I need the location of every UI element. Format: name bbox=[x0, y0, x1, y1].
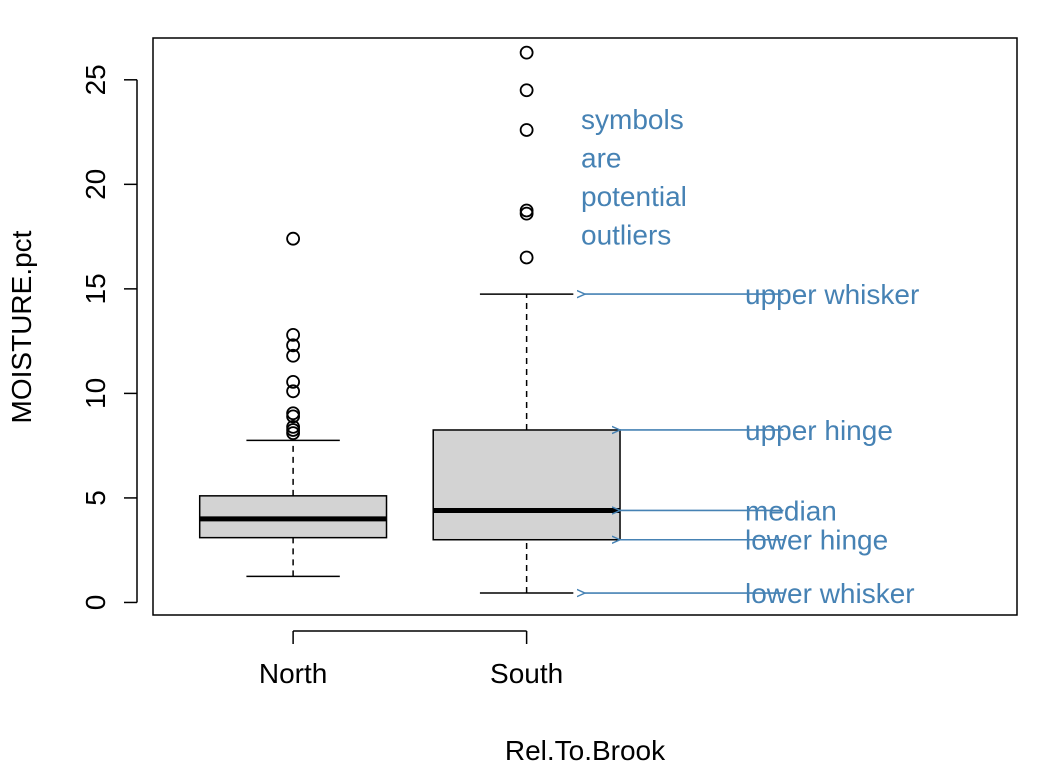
outlier-point bbox=[519, 83, 534, 98]
y-tick-label: 25 bbox=[80, 64, 111, 95]
outlier-point bbox=[286, 406, 301, 421]
boxes bbox=[198, 45, 621, 594]
outlier-point bbox=[286, 384, 301, 399]
y-axis: 0 5 10 15 20 25 bbox=[80, 64, 138, 611]
annotation-label: median bbox=[745, 495, 837, 526]
annotation-label: lower hinge bbox=[745, 525, 888, 556]
plot-frame bbox=[152, 37, 1018, 616]
outlier-point bbox=[286, 327, 301, 342]
y-tick-label: 5 bbox=[80, 490, 111, 506]
box-body bbox=[432, 429, 621, 541]
annotation-label: upper hinge bbox=[745, 415, 893, 446]
outlier-point bbox=[519, 123, 534, 137]
outlier-point bbox=[519, 45, 534, 60]
outlier-point bbox=[519, 203, 534, 218]
outlier-note-line: symbols bbox=[581, 104, 684, 135]
x-axis: North South bbox=[259, 630, 563, 689]
y-axis-title: MOISTURE.pct bbox=[6, 230, 37, 423]
annotation-label: lower whisker bbox=[745, 578, 915, 609]
y-tick-label: 0 bbox=[80, 595, 111, 611]
x-tick-label: South bbox=[490, 658, 563, 689]
outlier-note-line: outliers bbox=[581, 220, 671, 251]
outlier-note-line: are bbox=[581, 143, 621, 174]
outlier-point bbox=[286, 348, 301, 363]
y-tick-label: 20 bbox=[80, 169, 111, 200]
outlier-point bbox=[519, 250, 534, 265]
x-tick-label: North bbox=[259, 658, 327, 689]
annotation-label: upper whisker bbox=[745, 279, 919, 310]
outlier-point bbox=[286, 231, 301, 246]
y-tick-label: 15 bbox=[80, 273, 111, 304]
outlier-point bbox=[286, 375, 301, 389]
y-tick-label: 10 bbox=[80, 378, 111, 409]
outlier-note-line: potential bbox=[581, 181, 687, 212]
box-north bbox=[198, 231, 388, 578]
outlier-point bbox=[286, 338, 301, 353]
box-south bbox=[432, 45, 621, 594]
outlier-point bbox=[286, 419, 301, 434]
x-axis-title: Rel.To.Brook bbox=[505, 735, 666, 766]
